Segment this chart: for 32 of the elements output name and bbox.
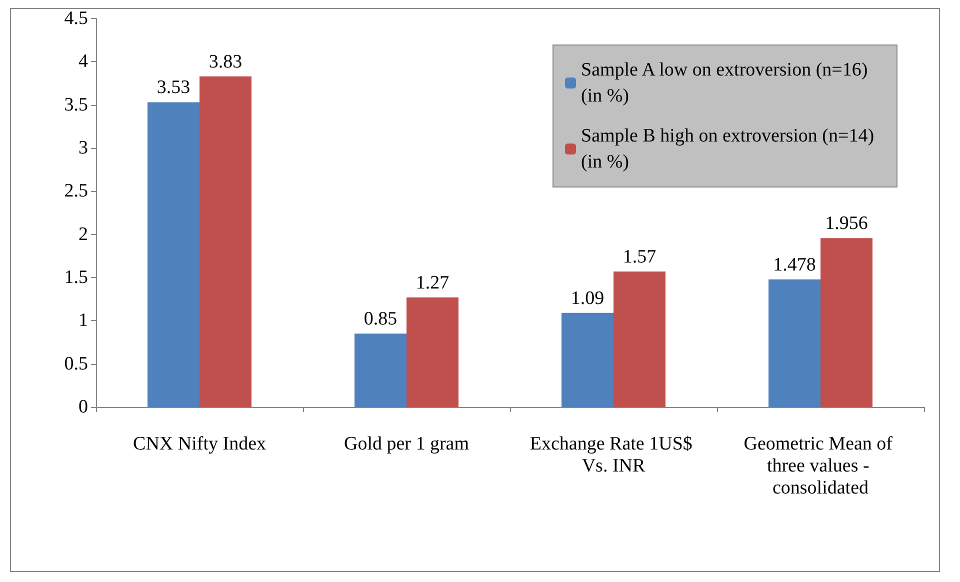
legend-label: Sample A low on extroversion (n=16) (in %) (581, 60, 872, 106)
x-tick-label: Gold per 1 gram (344, 434, 470, 454)
bar (406, 297, 458, 407)
bar (200, 76, 252, 407)
y-tick-label: 4 (78, 51, 88, 72)
y-tick-label: 0 (78, 396, 88, 418)
bar (562, 312, 614, 407)
x-tick-label: Exchange Rate 1US$ Vs. INR (530, 434, 698, 476)
y-tick-label: 0.5 (64, 353, 88, 374)
bar (148, 102, 200, 407)
data-label: 0.85 (364, 308, 398, 330)
x-tick-label: Geometric Mean of three values - consolidated (744, 434, 898, 498)
data-label: 1.27 (416, 272, 450, 294)
y-tick-label: 2 (78, 224, 88, 245)
data-label: 1.478 (773, 254, 816, 276)
y-tick-label: 3.5 (64, 94, 88, 116)
bar (820, 238, 872, 407)
bar (768, 279, 820, 407)
data-label: 1.956 (825, 213, 868, 234)
bar (354, 334, 406, 407)
y-tick-label: 1.5 (64, 267, 88, 288)
y-tick-label: 1 (78, 310, 88, 332)
x-tick-label: CNX Nifty Index (133, 434, 266, 454)
y-tick-label: 2.5 (64, 180, 88, 202)
bar (614, 271, 666, 407)
data-label: 3.53 (156, 77, 190, 98)
data-label: 1.09 (570, 288, 604, 309)
y-tick-label: 3 (78, 138, 88, 158)
y-tick-label: 4.5 (64, 8, 88, 29)
data-label: 3.83 (208, 51, 242, 72)
data-label: 1.57 (622, 246, 656, 268)
legend-label: Sample B high on extroversion (n=14) (in %) (581, 126, 879, 172)
